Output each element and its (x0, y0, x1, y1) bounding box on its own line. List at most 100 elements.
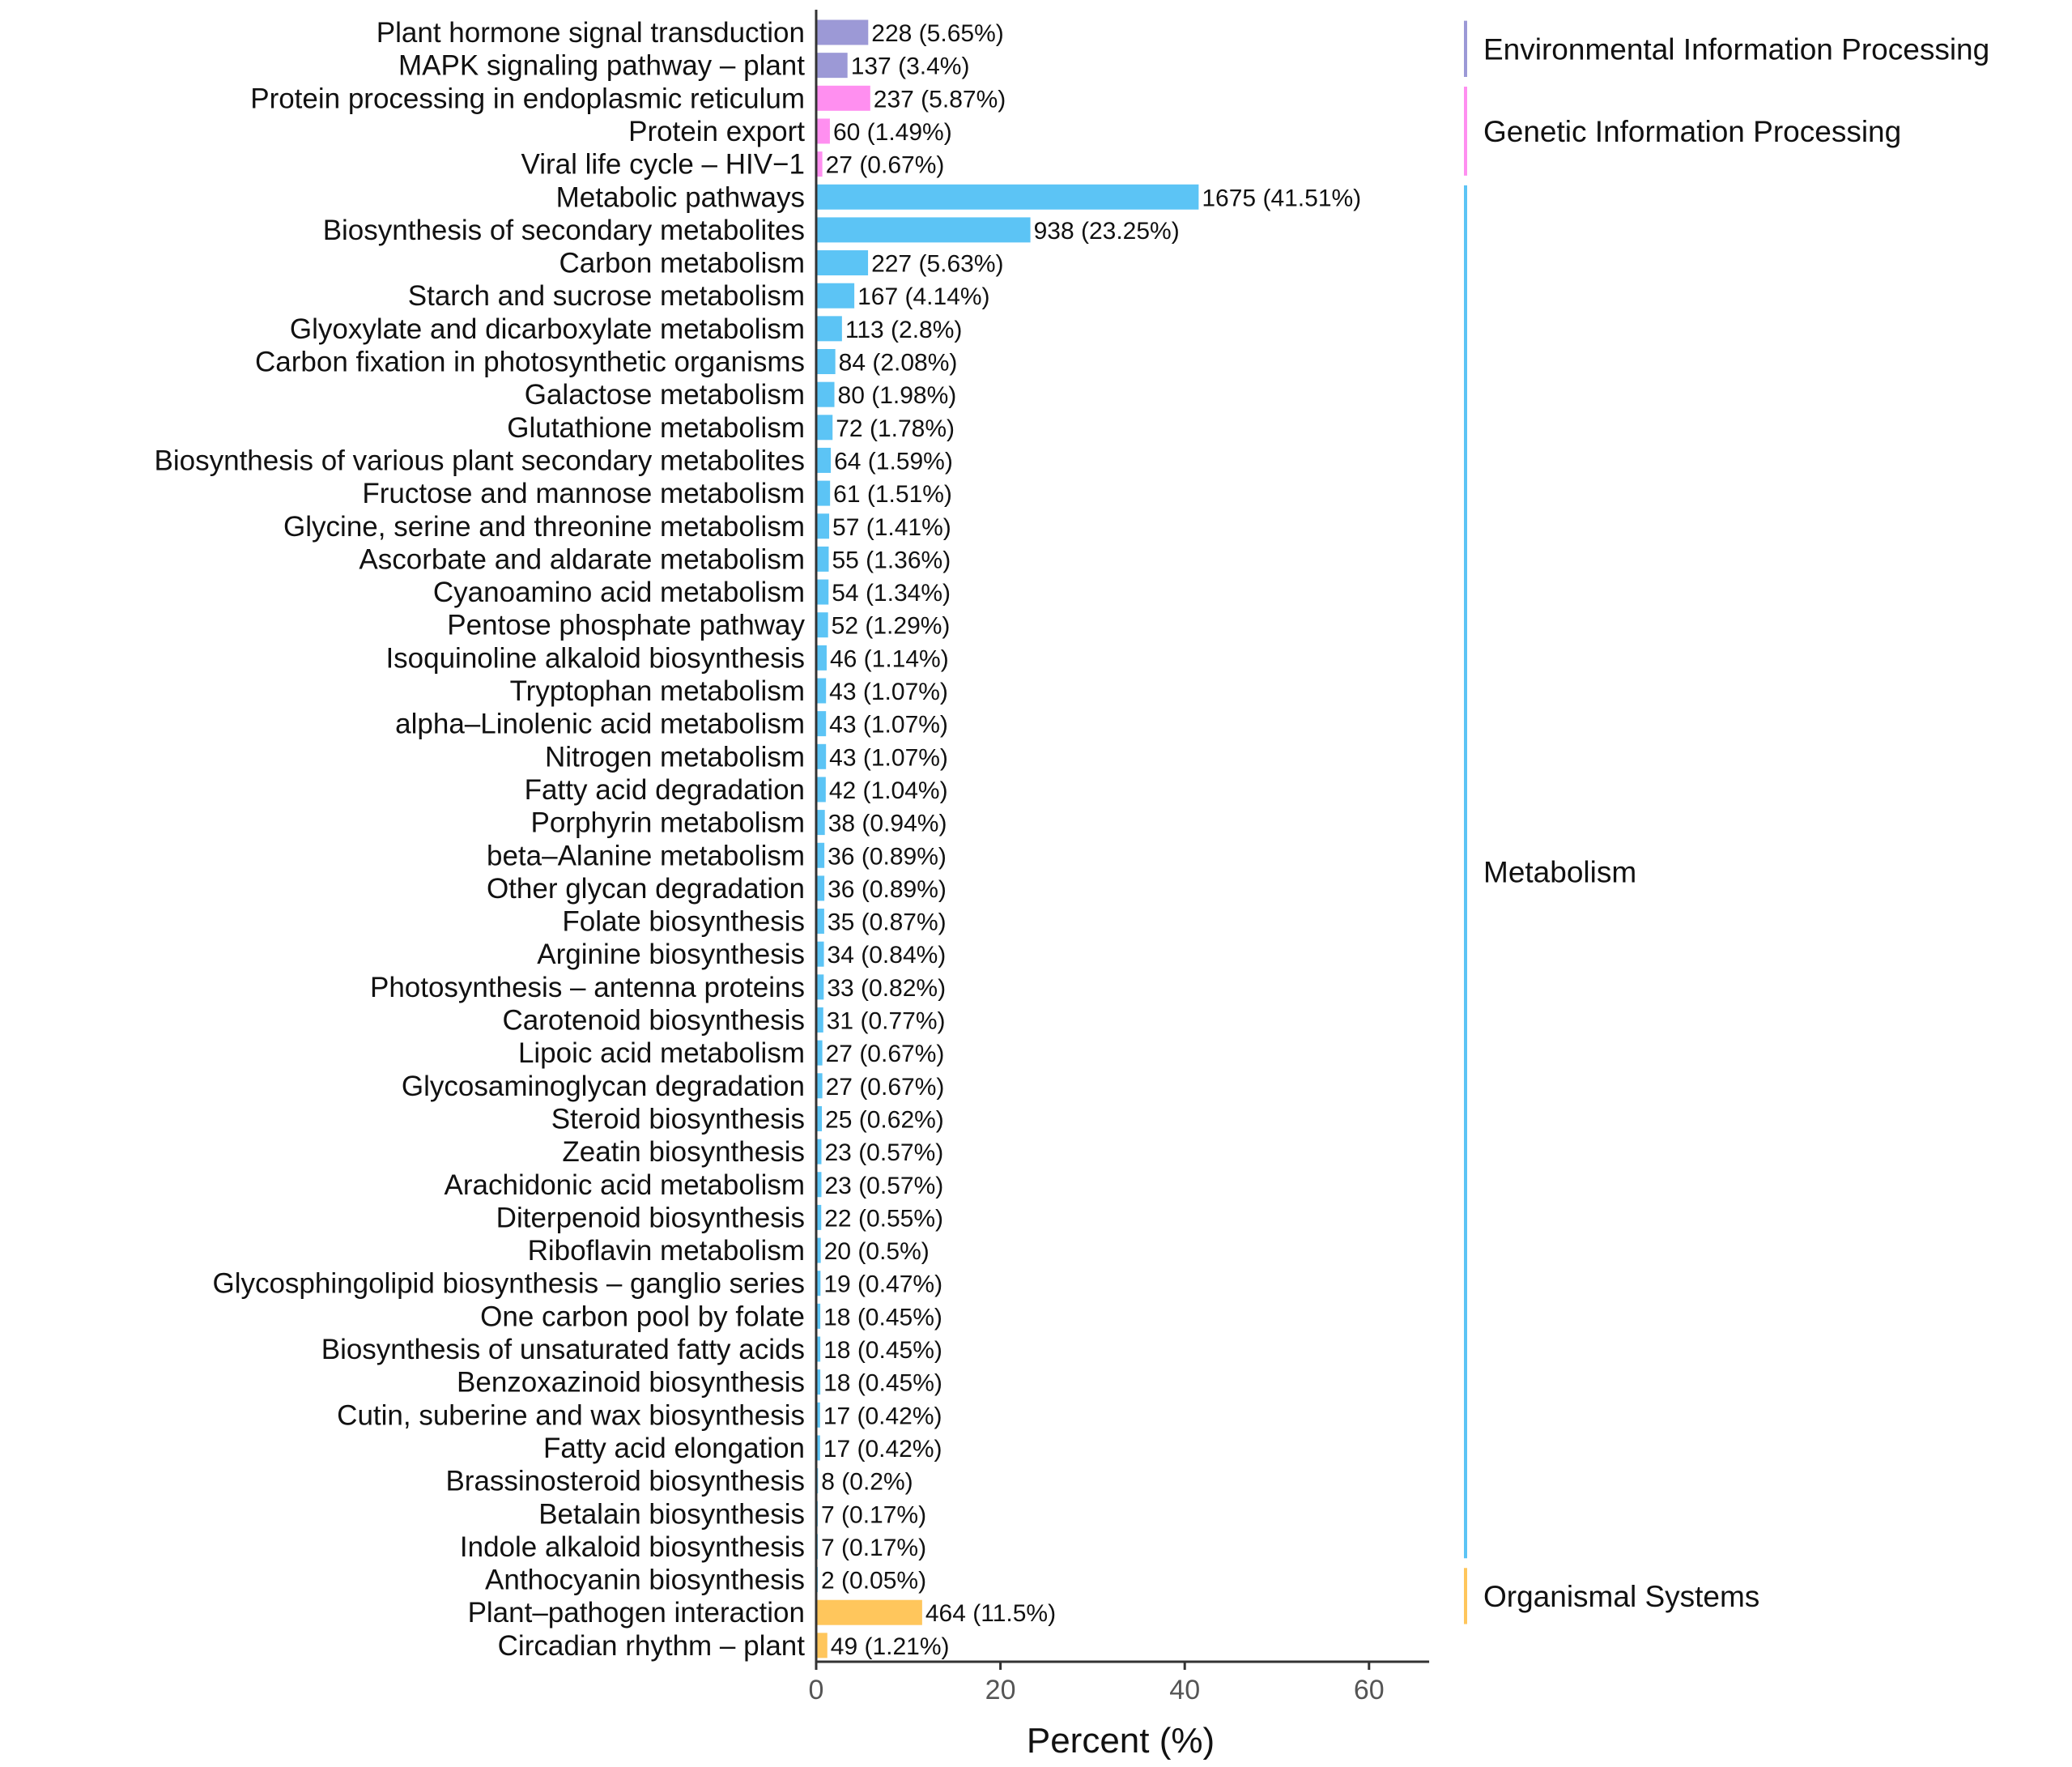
data-label-glycosphingolipid-biosynthesis-ganglio-series: 19 (0.47%) (823, 1271, 942, 1298)
bar-porphyrin-metabolism (816, 810, 825, 836)
category-label-glycine-serine-and-threonine-metabolism: Glycine, serine and threonine metabolism (283, 511, 805, 543)
x-tick-label-60: 60 (1354, 1675, 1385, 1705)
bar-mapk-signaling-pathway-plant (816, 53, 848, 79)
category-label-fructose-and-mannose-metabolism: Fructose and mannose metabolism (362, 478, 805, 509)
bar-metabolic-pathways (816, 184, 1199, 210)
data-label-biosynthesis-of-unsaturated-fatty-acids: 18 (0.45%) (823, 1337, 942, 1364)
bar-steroid-biosynthesis (816, 1105, 823, 1131)
category-label-nitrogen-metabolism: Nitrogen metabolism (545, 741, 805, 773)
data-label-lipoic-acid-metabolism: 27 (0.67%) (826, 1041, 945, 1067)
bars-layer (816, 19, 1199, 1658)
data-label-carbon-fixation-in-photosynthetic-organisms: 84 (2.08%) (839, 350, 958, 377)
group-label-genetic-information-processing: Genetic Information Processing (1483, 115, 1901, 148)
category-label-beta-alanine-metabolism: beta–Alanine metabolism (487, 840, 805, 871)
category-label-mapk-signaling-pathway-plant: MAPK signaling pathway – plant (398, 50, 805, 82)
category-label-betalain-biosynthesis: Betalain biosynthesis (538, 1498, 805, 1530)
bar-glycine-serine-and-threonine-metabolism (816, 513, 830, 539)
data-label-glycosaminoglycan-degradation: 27 (0.67%) (826, 1074, 945, 1101)
category-label-fatty-acid-degradation: Fatty acid degradation (525, 774, 805, 806)
bar-zeatin-biosynthesis (816, 1139, 822, 1165)
data-label-benzoxazinoid-biosynthesis: 18 (0.45%) (823, 1370, 942, 1397)
category-label-one-carbon-pool-by-folate: One carbon pool by folate (480, 1301, 805, 1332)
category-label-carotenoid-biosynthesis: Carotenoid biosynthesis (502, 1005, 805, 1037)
x-axis (815, 10, 1430, 1663)
category-label-galactose-metabolism: Galactose metabolism (525, 379, 805, 411)
data-label-arginine-biosynthesis: 34 (0.84%) (828, 942, 947, 969)
bar-diterpenoid-biosynthesis (816, 1204, 822, 1230)
data-label-steroid-biosynthesis: 25 (0.62%) (825, 1106, 944, 1133)
bar-biosynthesis-of-unsaturated-fatty-acids (816, 1336, 821, 1362)
category-label-biosynthesis-of-various-plant-secondary-metabolites: Biosynthesis of various plant secondary … (155, 445, 805, 476)
x-axis-title: Percent (%) (1027, 1721, 1215, 1761)
category-label-viral-life-cycle-hiv-1: Viral life cycle – HIV−1 (521, 149, 805, 181)
data-label-anthocyanin-biosynthesis: 2 (0.05%) (821, 1568, 926, 1595)
data-label-isoquinoline-alkaloid-biosynthesis: 46 (1.14%) (830, 645, 949, 672)
x-tick-label-20: 20 (985, 1675, 1016, 1705)
data-label-betalain-biosynthesis: 7 (0.17%) (821, 1501, 926, 1528)
bar-plant-hormone-signal-transduction (816, 19, 869, 45)
bar-pentose-phosphate-pathway (816, 612, 828, 638)
category-label-riboflavin-metabolism: Riboflavin metabolism (528, 1235, 805, 1267)
data-label-circadian-rhythm-plant: 49 (1.21%) (831, 1633, 950, 1660)
bar-ascorbate-and-aldarate-metabolism (816, 546, 829, 572)
bar-cutin-suberine-and-wax-biosynthesis (816, 1402, 820, 1428)
bar-alpha-linolenic-acid-metabolism (816, 711, 827, 737)
bar-protein-processing-in-endoplasmic-reticulum (816, 85, 870, 111)
category-label-benzoxazinoid-biosynthesis: Benzoxazinoid biosynthesis (457, 1367, 805, 1399)
category-label-cutin-suberine-and-wax-biosynthesis: Cutin, suberine and wax biosynthesis (337, 1399, 805, 1431)
category-label-starch-and-sucrose-metabolism: Starch and sucrose metabolism (408, 280, 805, 312)
bar-benzoxazinoid-biosynthesis (816, 1369, 821, 1395)
data-label-glycine-serine-and-threonine-metabolism: 57 (1.41%) (832, 514, 951, 541)
category-label-plant-hormone-signal-transduction: Plant hormone signal transduction (377, 17, 805, 49)
data-label-mapk-signaling-pathway-plant: 137 (3.4%) (851, 53, 970, 80)
data-label-porphyrin-metabolism: 38 (0.94%) (828, 811, 947, 837)
bar-starch-and-sucrose-metabolism (816, 283, 855, 309)
category-label-protein-export: Protein export (628, 116, 805, 147)
bar-other-glycan-degradation (816, 875, 825, 901)
category-label-tryptophan-metabolism: Tryptophan metabolism (510, 675, 805, 707)
group-label-metabolism: Metabolism (1483, 856, 1636, 889)
bar-plant-pathogen-interaction (816, 1599, 922, 1625)
category-label-alpha-linolenic-acid-metabolism: alpha–Linolenic acid metabolism (395, 709, 805, 740)
category-label-porphyrin-metabolism: Porphyrin metabolism (531, 807, 805, 839)
data-label-pentose-phosphate-pathway: 52 (1.29%) (832, 613, 951, 640)
category-label-biosynthesis-of-secondary-metabolites: Biosynthesis of secondary metabolites (323, 215, 805, 246)
bar-cyanoamino-acid-metabolism (816, 579, 829, 605)
category-label-metabolic-pathways: Metabolic pathways (556, 181, 805, 213)
category-label-biosynthesis-of-unsaturated-fatty-acids: Biosynthesis of unsaturated fatty acids (321, 1334, 805, 1365)
bar-fatty-acid-elongation (816, 1435, 820, 1461)
x-ticks-layer: 0 20 40 60 (809, 1662, 1385, 1705)
data-label-plant-pathogen-interaction: 464 (11.5%) (925, 1600, 1056, 1627)
data-label-other-glycan-degradation: 36 (0.89%) (828, 876, 947, 903)
bar-carbon-metabolism (816, 250, 869, 276)
category-label-carbon-fixation-in-photosynthetic-organisms: Carbon fixation in photosynthetic organi… (255, 347, 805, 378)
data-label-indole-alkaloid-biosynthesis: 7 (0.17%) (821, 1535, 926, 1561)
category-label-glycosaminoglycan-degradation: Glycosaminoglycan degradation (402, 1071, 805, 1102)
data-label-cyanoamino-acid-metabolism: 54 (1.34%) (832, 580, 951, 607)
category-label-lipoic-acid-metabolism: Lipoic acid metabolism (518, 1037, 805, 1069)
category-label-anthocyanin-biosynthesis: Anthocyanin biosynthesis (485, 1565, 805, 1596)
data-label-zeatin-biosynthesis: 23 (0.57%) (824, 1139, 943, 1166)
category-label-arginine-biosynthesis: Arginine biosynthesis (537, 939, 805, 970)
data-label-glutathione-metabolism: 72 (1.78%) (836, 415, 955, 442)
data-label-biosynthesis-of-various-plant-secondary-metabolites: 64 (1.59%) (834, 448, 953, 475)
category-label-indole-alkaloid-biosynthesis: Indole alkaloid biosynthesis (460, 1531, 805, 1563)
data-label-arachidonic-acid-metabolism: 23 (0.57%) (824, 1173, 943, 1199)
category-label-ascorbate-and-aldarate-metabolism: Ascorbate and aldarate metabolism (359, 543, 805, 575)
data-label-carotenoid-biosynthesis: 31 (0.77%) (827, 1008, 946, 1035)
data-label-viral-life-cycle-hiv-1: 27 (0.67%) (826, 152, 945, 179)
data-label-beta-alanine-metabolism: 36 (0.89%) (828, 843, 947, 870)
bar-folate-biosynthesis (816, 909, 824, 935)
bar-glycosphingolipid-biosynthesis-ganglio-series (816, 1271, 821, 1297)
data-label-nitrogen-metabolism: 43 (1.07%) (829, 744, 948, 771)
data-label-alpha-linolenic-acid-metabolism: 43 (1.07%) (829, 712, 948, 739)
bar-tryptophan-metabolism (816, 678, 827, 704)
bar-fructose-and-mannose-metabolism (816, 480, 831, 506)
bar-lipoic-acid-metabolism (816, 1040, 823, 1066)
bar-riboflavin-metabolism (816, 1237, 821, 1263)
category-label-fatty-acid-elongation: Fatty acid elongation (543, 1433, 805, 1464)
x-tick-label-0: 0 (809, 1675, 824, 1705)
data-label-plant-hormone-signal-transduction: 228 (5.65%) (871, 20, 1003, 47)
bar-glyoxylate-and-dicarboxylate-metabolism (816, 316, 842, 342)
